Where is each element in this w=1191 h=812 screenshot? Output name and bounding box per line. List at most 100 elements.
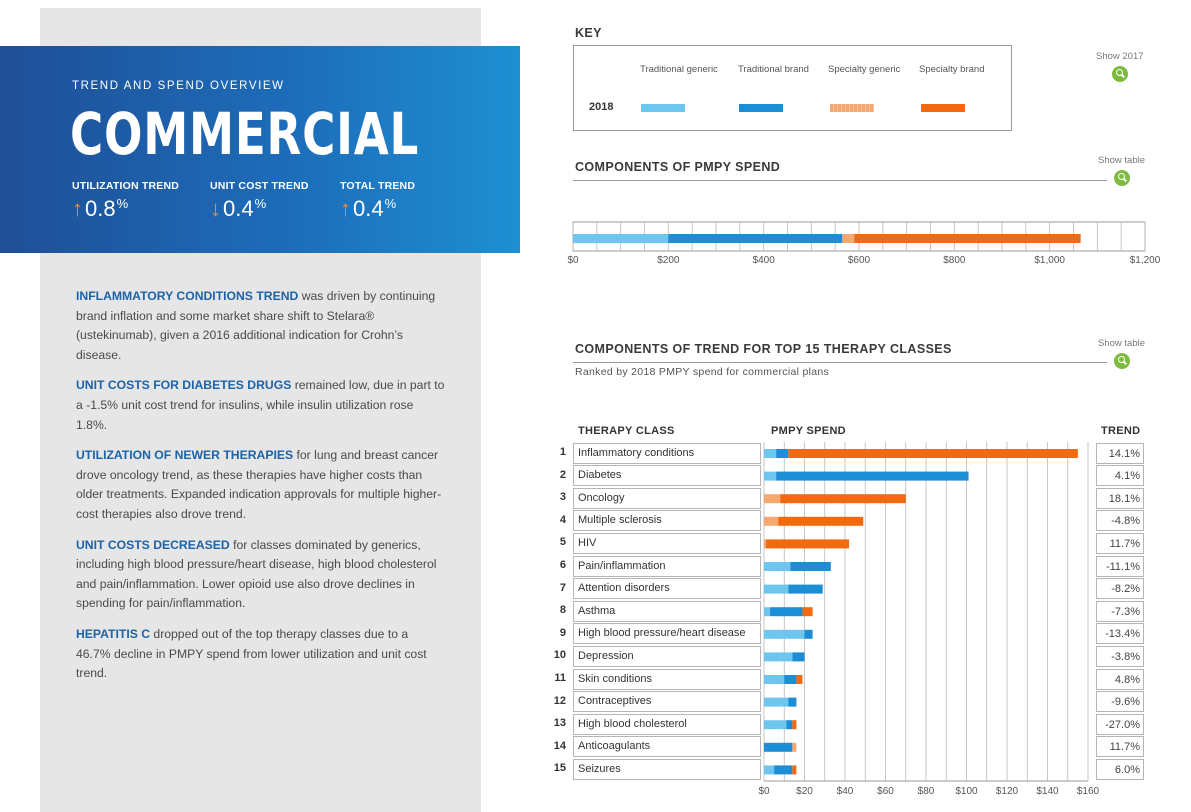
bar-segment-specialty-brand (766, 539, 850, 549)
therapy-class-label: Oncology (573, 487, 761, 509)
trend-show-table-button[interactable]: Show table (1098, 338, 1145, 369)
row-rank: 15 (553, 762, 566, 775)
bar-segment-traditional-generic (764, 584, 789, 594)
x-tick-label: $60 (877, 786, 894, 797)
bar-segment-traditional-generic (764, 471, 777, 481)
therapy-class-label: Asthma (573, 600, 761, 622)
bar-segment-traditional-brand (770, 607, 803, 617)
row-rank: 7 (559, 581, 566, 594)
x-tick-label: $200 (657, 255, 680, 266)
overview-banner: TREND AND SPEND OVERVIEW COMMERCIAL UTIL… (0, 46, 520, 253)
therapy-class-label: Diabetes (573, 465, 761, 487)
banner-kicker: TREND AND SPEND OVERVIEW (72, 80, 285, 92)
show-2017-button[interactable]: Show 2017 (1096, 51, 1144, 82)
bar-segment-specialty-brand (788, 449, 1078, 458)
trend-value: -9.6% (1096, 691, 1144, 713)
show-table-label: Show table (1098, 338, 1146, 349)
metric-label: TOTAL TREND (340, 180, 416, 192)
x-tick-label: $600 (848, 255, 871, 266)
x-tick-label: $100 (955, 786, 978, 797)
findings-list: INFLAMMATORY CONDITIONS TREND was driven… (76, 287, 446, 695)
row-rank: 10 (553, 649, 566, 662)
trend-value: -13.4% (1096, 623, 1144, 645)
x-tick-label: $1,200 (1130, 255, 1161, 266)
bar-segment-specialty-generic (764, 516, 779, 526)
bar-segment-specialty-generic (842, 234, 855, 243)
key-label-specialty-brand: Specialty brand (919, 64, 985, 75)
arrow-down-icon: ↓ (210, 196, 221, 221)
components-title: COMPONENTS OF PMPY SPEND (575, 160, 781, 174)
therapy-class-label: Inflammatory conditions (573, 442, 761, 464)
key-swatch-specialty-generic (830, 104, 874, 112)
magnifier-icon (1113, 353, 1130, 369)
bar-segment-traditional-generic (764, 697, 789, 707)
x-tick-label: $160 (1077, 786, 1100, 797)
therapy-class-label: Multiple sclerosis (573, 510, 761, 532)
bar-segment-traditional-generic (764, 675, 785, 684)
key-label-specialty-generic: Specialty generic (828, 64, 901, 75)
bar-segment-traditional-generic (764, 720, 787, 730)
finding-diabetes: UNIT COSTS FOR DIABETES DRUGS remained l… (76, 378, 445, 432)
therapy-class-label: Anticoagulants (573, 736, 761, 758)
bar-segment-traditional-generic (764, 607, 771, 617)
metric-utilization: UTILIZATION TREND ↑ 0.8 % (72, 180, 179, 222)
show-2017-label: Show 2017 (1096, 51, 1144, 62)
therapy-class-label: Attention disorders (573, 578, 761, 600)
banner-title: COMMERCIAL (70, 100, 420, 168)
x-tick-label: $0 (758, 786, 770, 797)
bar-segment-traditional-brand (786, 720, 793, 730)
bar-segment-specialty-generic (764, 494, 781, 504)
components-show-table-button[interactable]: Show table (1098, 155, 1145, 186)
therapy-class-label: HIV (573, 532, 761, 554)
row-rank: 11 (554, 672, 566, 684)
key-label-traditional-brand: Traditional brand (738, 64, 809, 75)
bar-segment-specialty-brand (792, 720, 797, 730)
row-rank: 3 (559, 491, 566, 504)
therapy-class-label: Skin conditions (573, 668, 761, 690)
bar-segment-traditional-brand (764, 742, 793, 752)
bar-segment-traditional-brand (790, 562, 831, 571)
col-therapy-class: THERAPY CLASS (578, 425, 675, 437)
therapy-class-label: Pain/inflammation (573, 555, 761, 577)
bar-segment-specialty-brand (778, 516, 864, 526)
row-rank: 8 (559, 604, 566, 617)
metric-unit: % (254, 196, 267, 211)
bar-segment-traditional-generic (764, 652, 793, 662)
bar-segment-traditional-brand (804, 629, 813, 639)
x-tick-label: $40 (837, 786, 854, 797)
metric-value: 0.4 (223, 196, 254, 221)
trend-value: 4.1% (1096, 465, 1144, 487)
therapy-class-label: Contraceptives (573, 691, 761, 713)
bar-segment-traditional-brand (792, 652, 805, 662)
therapy-class-label: Seizures (573, 758, 761, 780)
trend-rule (573, 362, 1107, 363)
trend-value: 11.7% (1096, 736, 1144, 758)
bar-segment-traditional-generic (764, 562, 791, 571)
metric-value: 0.4 (353, 196, 384, 221)
trend-value: 14.1% (1096, 442, 1144, 464)
row-rank: 1 (559, 446, 566, 458)
row-rank: 9 (559, 626, 566, 639)
bar-segment-specialty-generic (792, 742, 797, 752)
finding-inflammatory: INFLAMMATORY CONDITIONS TREND was driven… (76, 289, 436, 362)
key-swatch-traditional-brand (739, 104, 783, 112)
key-swatch-traditional-generic (641, 104, 685, 112)
trend-subtitle: Ranked by 2018 PMPY spend for commercial… (575, 366, 830, 378)
bar-segment-specialty-brand (802, 607, 813, 617)
trend-value: -7.3% (1096, 600, 1144, 622)
bar-segment-traditional-brand (784, 675, 797, 684)
x-tick-label: $800 (943, 255, 966, 266)
x-tick-label: $140 (1036, 786, 1059, 797)
bar-segment-traditional-brand (774, 765, 793, 775)
key-swatch-specialty-brand (921, 104, 965, 112)
x-tick-label: $120 (996, 786, 1019, 797)
trend-value: 4.8% (1096, 668, 1144, 690)
col-pmpy-spend: PMPY SPEND (771, 425, 846, 437)
trend-value: -11.1% (1096, 555, 1144, 577)
row-rank: 5 (559, 536, 566, 549)
trend-value: -27.0% (1096, 713, 1144, 735)
col-trend: TREND (1101, 425, 1141, 437)
finding-unit-costs: UNIT COSTS DECREASED for classes dominat… (76, 537, 437, 611)
